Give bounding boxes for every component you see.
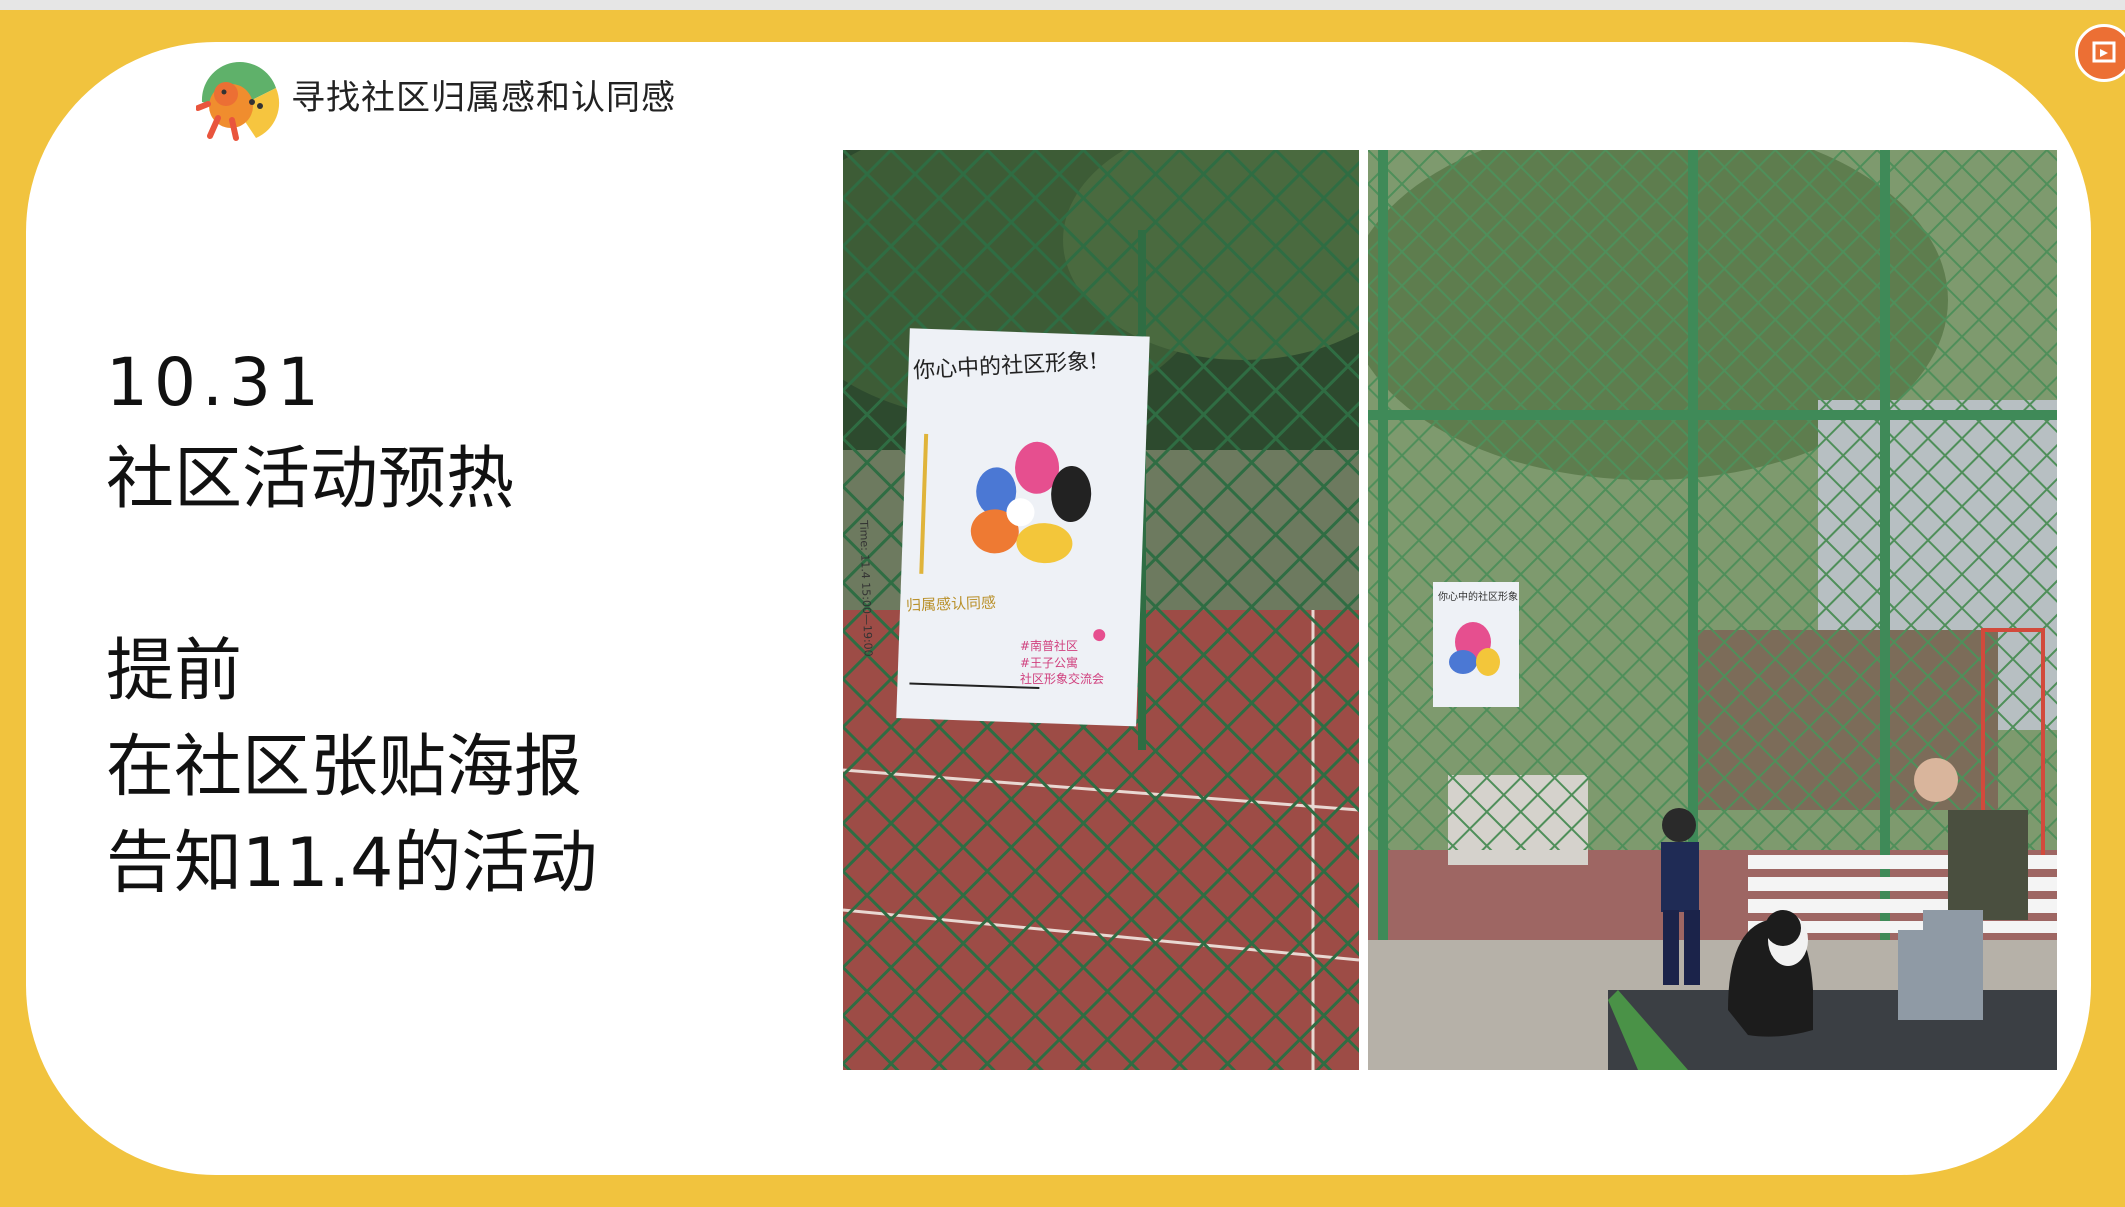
poster-subtitle: 归属感认同感 (905, 593, 997, 615)
text-line-advance: 提前 (106, 632, 243, 711)
text-line-poster: 在社区张贴海报 (106, 728, 583, 807)
community-logo-icon (196, 62, 280, 141)
date-line: 10.31 (106, 344, 325, 421)
slideshow-icon (2092, 41, 2116, 63)
poster-tag-2: #王子公寓 (1020, 656, 1079, 670)
event-title: 社区活动预热 (106, 440, 515, 519)
header-title: 寻找社区归属感和认同感 (291, 78, 676, 118)
poster-tag-1: #南普社区 (1020, 639, 1079, 653)
window-top-strip (0, 0, 2125, 10)
slideshow-button[interactable] (2075, 24, 2125, 82)
small-poster-headline: 你心中的社区形象 (1438, 592, 1518, 603)
text-line-notice: 告知11.4的活动 (106, 824, 598, 903)
poster-tag-3: 社区形象交流会 (1020, 672, 1105, 686)
photo-court-scene (1368, 150, 2057, 1070)
photo-poster-on-fence (843, 150, 1359, 1070)
